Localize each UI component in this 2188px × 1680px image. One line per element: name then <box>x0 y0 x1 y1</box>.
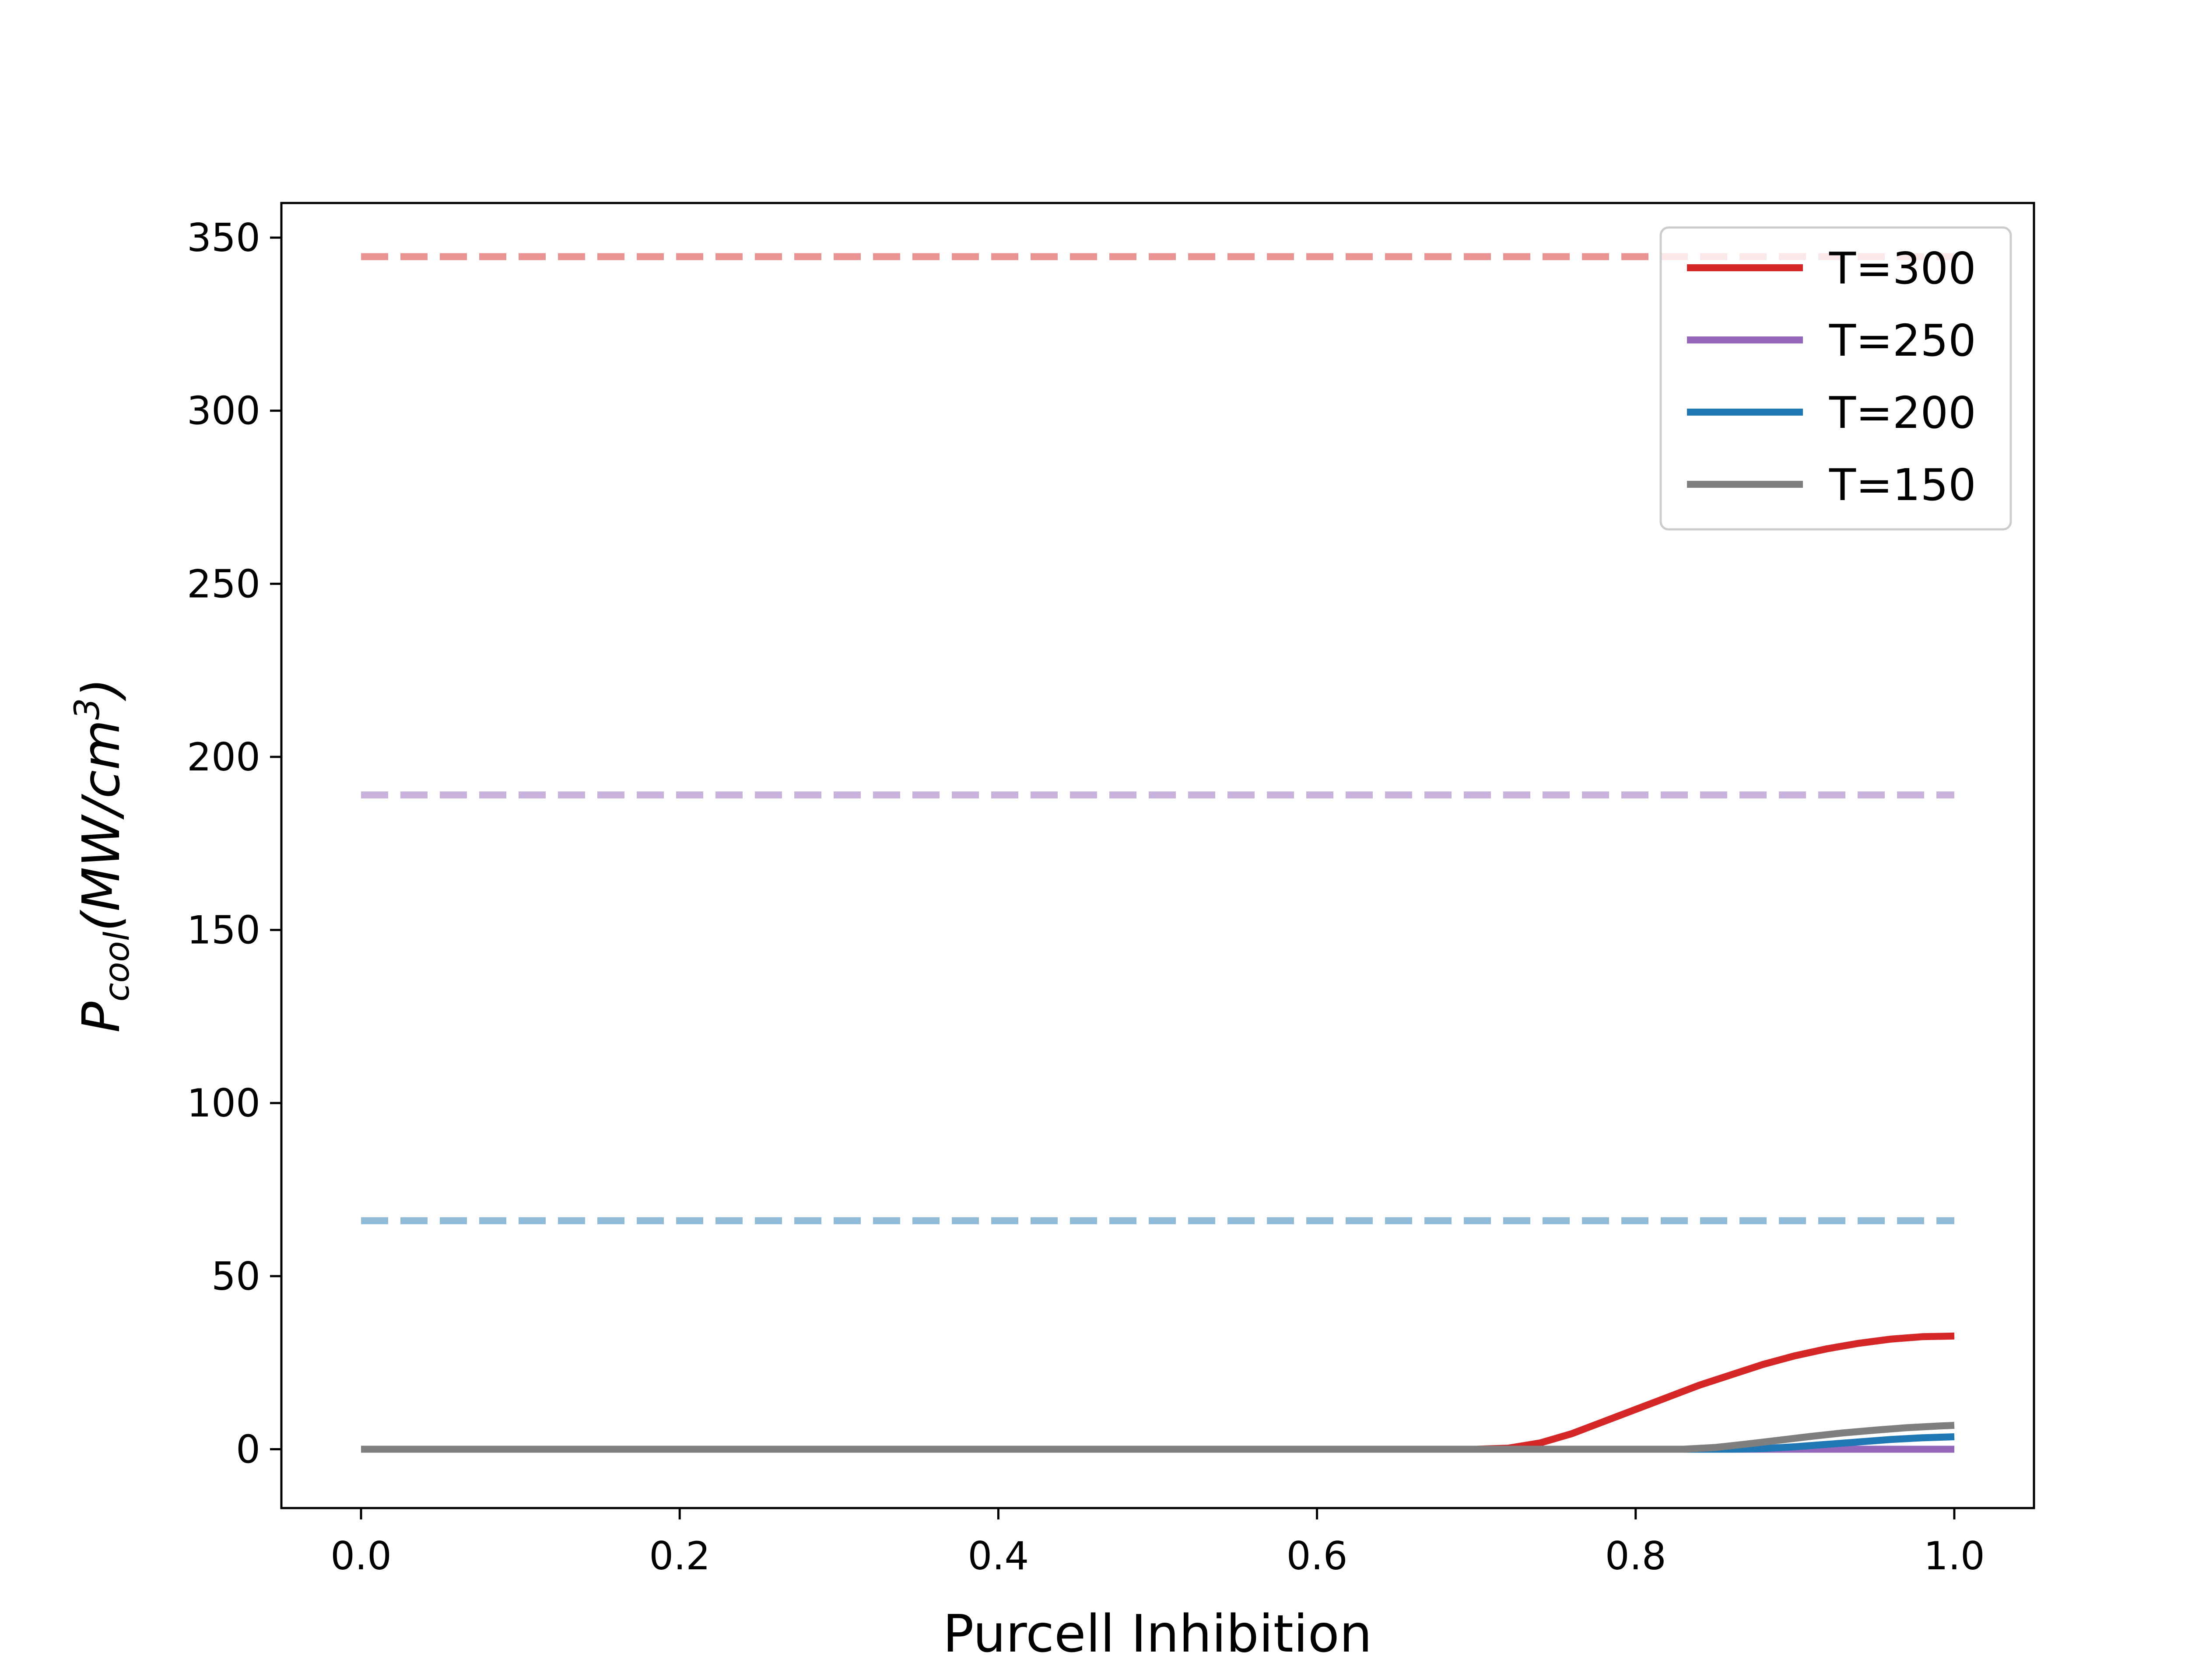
y-axis-label-base: P <box>71 1001 131 1032</box>
series-line-t-300 <box>361 1332 1955 1453</box>
y-axis-label-unit: (MW/cm <box>71 720 131 931</box>
legend-label: T=200 <box>1829 387 1976 438</box>
y-axis-label-subscript: cool <box>98 931 137 1001</box>
y-tick-label: 200 <box>187 735 260 780</box>
x-axis-label: Purcell Inhibition <box>943 1603 1372 1664</box>
x-tick-label: 0.0 <box>330 1533 392 1578</box>
series-lines <box>361 1332 1955 1453</box>
x-tick-label: 0.2 <box>649 1533 710 1578</box>
series-line-t-150 <box>361 1421 1955 1453</box>
x-tick-label: 1.0 <box>1924 1533 1985 1578</box>
plot-frame <box>280 202 2035 1509</box>
x-tick-label: 0.6 <box>1287 1533 1348 1578</box>
y-tick-label: 300 <box>187 388 260 434</box>
x-tick-label: 0.4 <box>968 1533 1029 1578</box>
y-axis-label-close: ) <box>71 678 131 702</box>
y-tick-label: 50 <box>211 1254 260 1299</box>
y-tick-label: 250 <box>187 561 260 606</box>
y-axis-label: Pcool(MW/cm3) <box>68 678 137 1033</box>
x-tick-label: 0.8 <box>1605 1533 1666 1578</box>
x-axis: 0.0 0.2 0.4 0.6 0.8 1.0 <box>330 1508 1985 1578</box>
y-tick-label: 350 <box>187 215 260 260</box>
y-tick-label: 150 <box>187 908 260 953</box>
legend: T=300 T=250 T=200 T=150 <box>1659 226 2012 531</box>
y-tick-label: 0 <box>236 1427 260 1472</box>
y-tick-label: 100 <box>187 1081 260 1126</box>
legend-box <box>1659 226 2012 531</box>
legend-label: T=150 <box>1829 459 1976 511</box>
series-line-t-200 <box>361 1433 1955 1453</box>
y-axis: 0 50 100 150 200 250 300 350 <box>187 215 281 1472</box>
legend-label: T=250 <box>1829 315 1976 366</box>
y-axis-label-superscript: 3 <box>68 698 107 720</box>
legend-label: T=300 <box>1829 243 1976 294</box>
